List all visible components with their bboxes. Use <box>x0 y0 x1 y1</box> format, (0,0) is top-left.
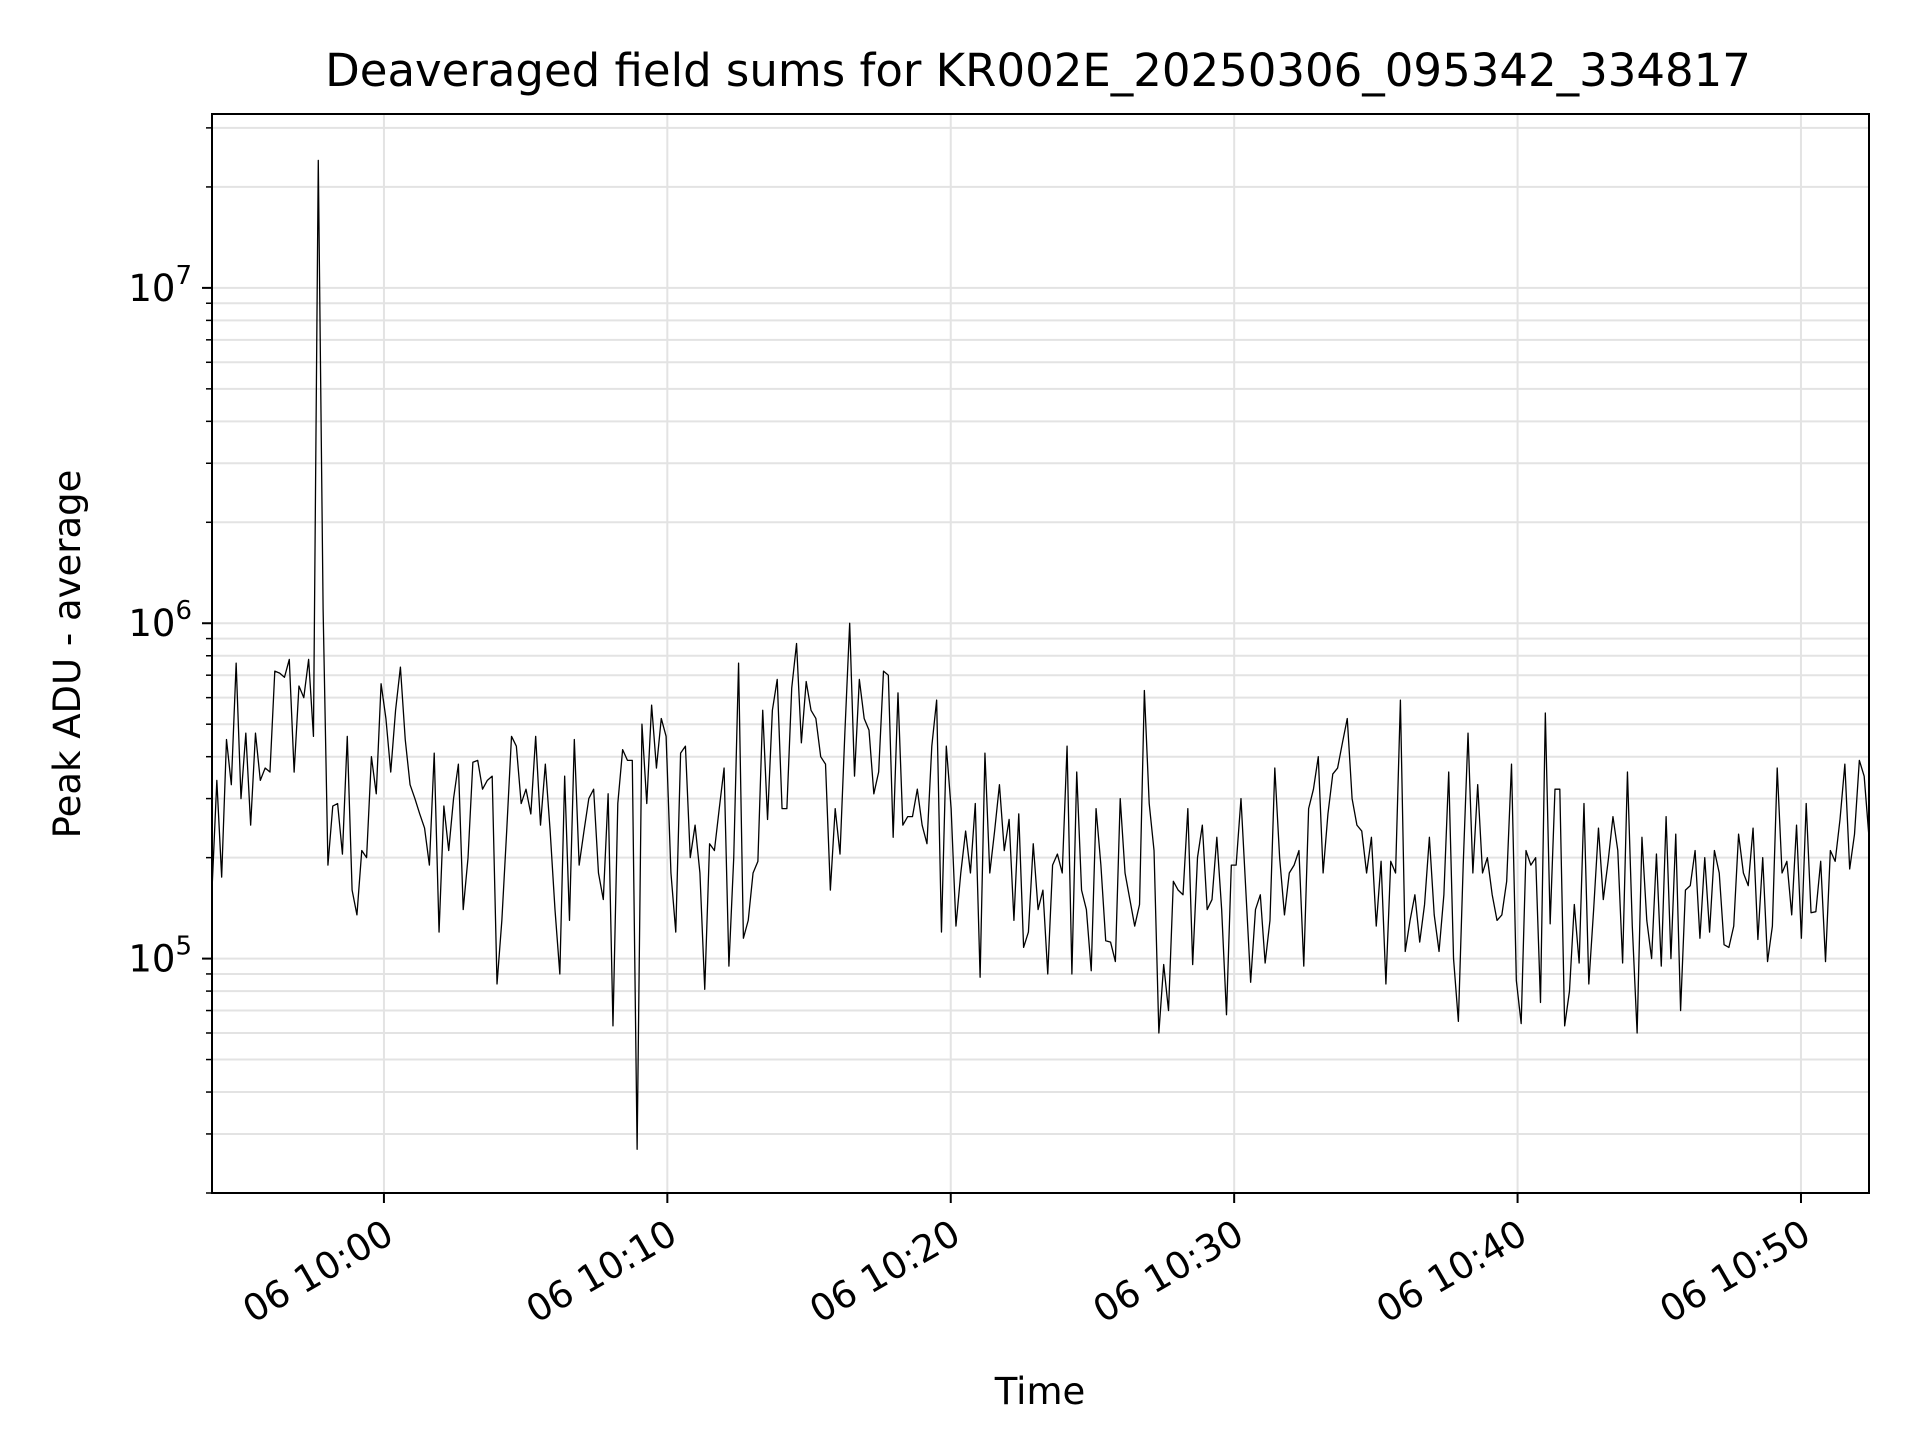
y-tick-label: 105 <box>128 932 192 981</box>
y-axis-label: Peak ADU - average <box>46 470 89 839</box>
grid-lines <box>212 114 1869 1194</box>
series-line <box>211 159 1870 1150</box>
plot-frame <box>211 113 1870 1194</box>
y-tick-label: 106 <box>128 596 192 645</box>
y-major-ticks: 105 106 107 <box>128 261 212 981</box>
chart-title: Deaveraged field sums for KR002E_2025030… <box>325 44 1751 97</box>
x-axis-label: Time <box>994 1370 1086 1413</box>
y-tick-label: 107 <box>128 261 192 310</box>
